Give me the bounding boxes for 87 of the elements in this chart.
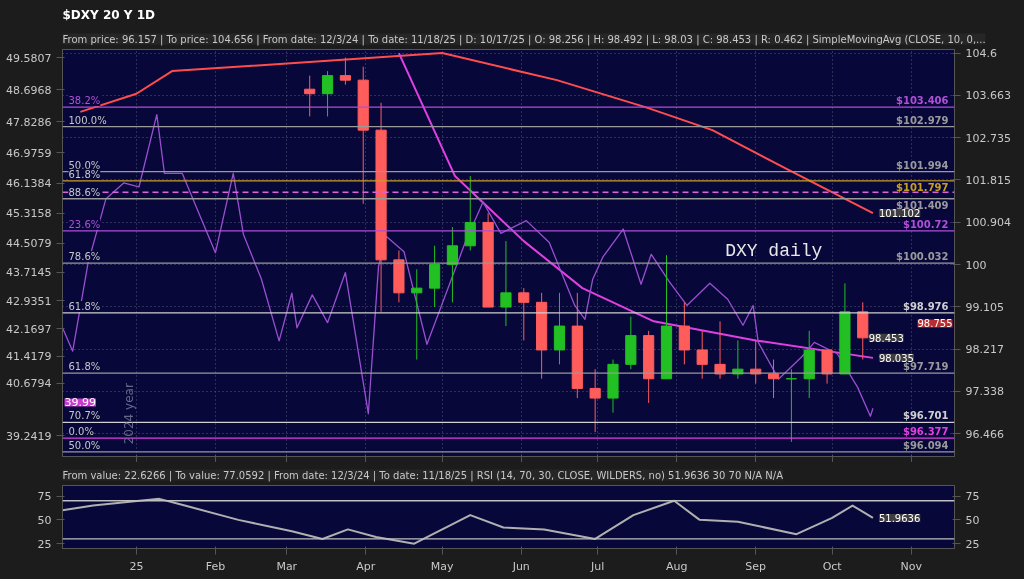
y2-tick-label: 44.5079 — [6, 237, 52, 251]
ref-line-label: $97.719 — [902, 361, 949, 373]
y2-tick-label: 40.6794 — [6, 377, 52, 391]
annotation: 61.8% — [68, 300, 101, 312]
y-tick-label: 96.466 — [965, 427, 1004, 441]
annotation: 98.453 — [868, 332, 904, 344]
candlestick — [339, 57, 351, 86]
ref-line-label: $103.406 — [896, 95, 949, 107]
y2-tick-label: 42.1697 — [6, 322, 52, 336]
annotation: 78.6% — [68, 251, 101, 263]
ref-line-label: $102.979 — [896, 114, 949, 126]
candlestick — [678, 301, 690, 365]
annotation: 0.0% — [68, 426, 94, 438]
y-tick-label: 75 — [37, 490, 52, 503]
x-tick-label: Nov — [900, 559, 923, 573]
ref-line-label: $96.094 — [902, 439, 949, 451]
annotation: 2024 year — [122, 383, 137, 445]
candlestick — [321, 70, 334, 117]
x-tick-label: Jun — [511, 559, 530, 573]
candlestick — [500, 240, 512, 327]
y-tick-label: 50 — [37, 513, 52, 527]
x-tick-label: Aug — [665, 559, 688, 573]
y2-tick-label: 49.5807 — [6, 51, 52, 65]
annotation: 38.2% — [68, 95, 101, 107]
annotation: 70.7% — [68, 410, 101, 422]
annotation: 39.99 — [64, 396, 96, 410]
candlestick — [518, 287, 530, 341]
candlestick — [589, 368, 601, 433]
line-series — [62, 497, 874, 545]
y-tick-label: 104.6 — [965, 47, 997, 61]
y2-tick-label: 46.9759 — [6, 146, 52, 160]
y-tick-label: 100.904 — [965, 216, 1011, 230]
y2-tick-label: 48.6968 — [6, 83, 52, 97]
annotation: 23.6% — [68, 218, 101, 230]
ref-line-label: $101.797 — [896, 181, 949, 193]
annotation: 101.102 — [878, 208, 921, 220]
y2-tick-label: 42.9351 — [6, 294, 52, 308]
candlestick — [553, 292, 566, 365]
ref-line-label: $100.032 — [896, 251, 949, 263]
ref-line-label: $98.976 — [902, 300, 949, 312]
y-tick-label: 97.338 — [965, 385, 1004, 399]
annotation: 61.8% — [68, 361, 101, 373]
ref-line-label: $96.701 — [902, 410, 949, 422]
y2-tick-label: 46.1384 — [6, 177, 52, 191]
y2-tick-label: 39.2419 — [6, 429, 52, 443]
ref-line-label: $101.994 — [896, 159, 949, 171]
annotation: 98.755 — [917, 318, 953, 330]
annotation: 50.0% — [68, 159, 101, 171]
candlestick — [428, 245, 441, 308]
y-tick-label: 25 — [37, 537, 52, 551]
y-tick-label: 103.663 — [965, 89, 1011, 103]
x-tick-label: Mar — [276, 559, 298, 573]
y-tick-label: 98.217 — [965, 343, 1004, 357]
x-tick-label: Apr — [356, 559, 376, 573]
chart-subtitle: From price: 96.157 | To price: 104.656 | From date: 12/3/24 | To date: 11/18/25 | D: 10/17/25 | O: 98.256 | H: 98.492 | L: 98.03 | C: 98.453 | R: 0.462 | SimpleMovingAvg (CLOSE, 10, 0,... — [62, 33, 986, 46]
y-tick-label: 101.815 — [965, 173, 1011, 187]
candlestick — [464, 175, 476, 251]
annotation: DXY daily — [725, 240, 823, 261]
x-tick-label: Jul — [590, 559, 605, 573]
annotation: 61.8% — [68, 168, 101, 180]
y2-tick-label: 47.8286 — [6, 115, 52, 129]
y2-tick-label: 43.7145 — [6, 266, 52, 280]
annotation: 50.0% — [68, 439, 101, 451]
x-tick-label: Oct — [822, 559, 843, 573]
y-tick-label: 102.735 — [965, 131, 1011, 145]
y2-tick-label: 45.3158 — [6, 207, 52, 221]
chart-subtitle: From value: 22.6266 | To value: 77.0592 | From date: 12/3/24 | To date: 11/18/25 | RSI (14, 70, 30, CLOSE, WILDERS, no) 51.9636 30 70 N/A N/A — [62, 469, 784, 482]
candlestick — [785, 368, 797, 443]
chart-title: $DXY 20 Y 1D — [62, 7, 156, 22]
candlestick — [446, 226, 459, 303]
x-tick-label: Sep — [745, 559, 767, 573]
ref-line-label: $96.377 — [902, 426, 949, 438]
y-tick-label: 100 — [965, 258, 987, 272]
ref-line-label: $101.409 — [896, 199, 949, 211]
x-tick-label: Feb — [205, 559, 226, 573]
ref-line-label: $100.72 — [902, 218, 949, 230]
candlestick — [411, 268, 423, 361]
candlestick — [821, 349, 833, 385]
annotation: 88.6% — [68, 186, 101, 198]
y-tick-label: 99.105 — [965, 300, 1004, 314]
annotation: 100.0% — [68, 114, 107, 126]
annotation: 51.9636 — [878, 512, 921, 524]
y2-tick-label: 41.4179 — [6, 350, 52, 364]
candlestick — [696, 330, 708, 380]
x-tick-label: May — [430, 559, 455, 573]
candlestick — [304, 75, 316, 117]
x-tick-label: 25 — [129, 559, 144, 573]
